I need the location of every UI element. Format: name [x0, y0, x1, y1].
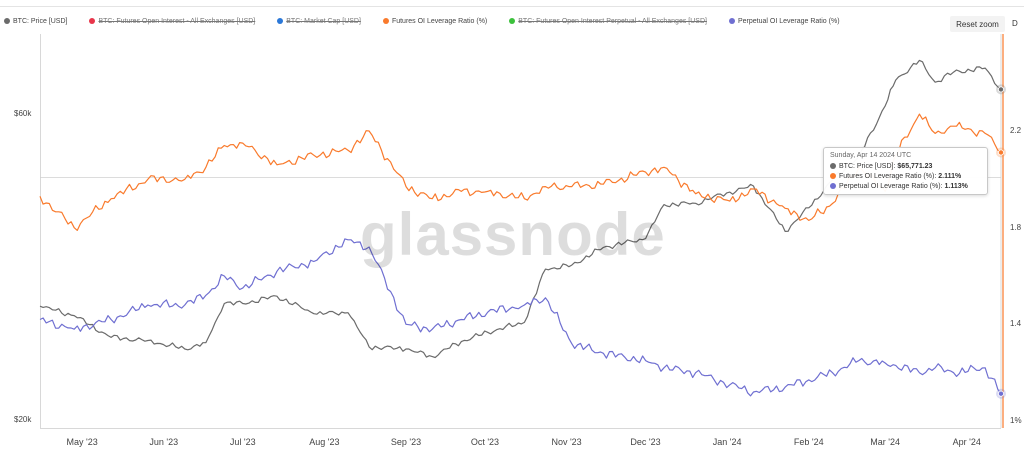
legend-label: Perpetual OI Leverage Ratio (%): [737, 17, 840, 25]
x-tick-label: Jun '23: [149, 437, 179, 447]
x-tick-label: Apr '24: [952, 437, 981, 447]
legend-dot-icon: [728, 18, 735, 24]
series-endpoint-marker: [998, 86, 1005, 93]
chart-legend: BTC: Price [USD] BTC: Futures Open Intere…: [4, 13, 862, 29]
x-tick-label: May '23: [66, 437, 98, 447]
y-left-tick-label: $20k: [14, 415, 32, 424]
x-tick-label: Sep '23: [390, 437, 422, 447]
legend-label: BTC: Futures Open Interest Perpetual - A…: [518, 17, 707, 25]
legend-dot-icon: [509, 18, 516, 24]
legend-item[interactable]: BTC: Futures Open Interest - All Exchang…: [89, 18, 255, 25]
x-tick-label: Nov '23: [551, 437, 582, 447]
toolbar-cutoff-label: D: [1012, 19, 1018, 28]
tooltip-date: Sunday, Apr 14 2024 UTC: [830, 152, 912, 159]
tooltip-dot-icon: [830, 173, 836, 179]
legend-label: Futures OI Leverage Ratio (%): [391, 17, 488, 25]
tooltip-row: Perpetual OI Leverage Ratio (%): 1.113%: [830, 181, 981, 191]
tooltip-dot-icon: [830, 163, 836, 169]
legend-dot-icon: [277, 18, 284, 24]
series-endpoint-marker: [998, 149, 1005, 156]
x-tick-label: Feb '24: [793, 437, 824, 447]
tooltip-label: BTC: Price [USD]:: [839, 162, 896, 170]
x-tick-label: Mar '24: [870, 437, 901, 447]
y-left-tick-label: $60k: [14, 109, 32, 118]
y-right-tick-label: 1.4: [1010, 319, 1022, 329]
legend-label: BTC: Futures Open Interest - All Exchang…: [98, 17, 256, 25]
legend-dot-icon: [89, 18, 96, 24]
legend-dot-icon: [4, 18, 10, 24]
tooltip-value: 2.111%: [938, 172, 962, 180]
legend-item[interactable]: BTC: Market Cap [USD]: [277, 18, 361, 25]
x-tick-label: Jan '24: [712, 437, 742, 447]
tooltip-value: 1.113%: [944, 182, 968, 190]
chart-tooltip: Sunday, Apr 14 2024 UTC BTC: Price [USD]…: [823, 147, 988, 195]
tooltip-value: $65,771.23: [897, 162, 933, 170]
tooltip-label: Futures OI Leverage Ratio (%):: [839, 172, 937, 180]
legend-item[interactable]: BTC: Futures Open Interest Perpetual - A…: [509, 18, 707, 25]
tooltip-label: Perpetual OI Leverage Ratio (%):: [839, 182, 943, 190]
legend-label: BTC: Price [USD]: [13, 17, 68, 25]
x-tick-label: Oct '23: [470, 437, 500, 447]
tooltip-row: Futures OI Leverage Ratio (%): 2.111%: [830, 171, 981, 181]
legend-item[interactable]: BTC: Price [USD]: [4, 18, 67, 25]
reset-zoom-button[interactable]: Reset zoom: [950, 16, 1005, 32]
legend-dot-icon: [382, 18, 389, 24]
series-endpoint-marker: [998, 390, 1005, 397]
series-line: [39, 238, 1002, 397]
legend-item[interactable]: Futures OI Leverage Ratio (%): [382, 17, 488, 25]
watermark-logo: glassnode: [360, 201, 666, 268]
tooltip-dot-icon: [830, 183, 836, 189]
x-tick-label: Dec '23: [630, 437, 661, 447]
tooltip-row: BTC: Price [USD]: $65,771.23: [830, 161, 981, 171]
legend-item[interactable]: Perpetual OI Leverage Ratio (%): [728, 17, 840, 25]
x-tick-label: Jul '23: [229, 437, 256, 447]
y-right-tick-label: 1%: [1010, 416, 1022, 425]
legend-label: BTC: Market Cap [USD]: [286, 17, 361, 25]
y-right-tick-label: 2.2: [1010, 126, 1022, 135]
y-right-tick-label: 1.8: [1010, 222, 1022, 232]
x-tick-label: Aug '23: [309, 437, 340, 447]
